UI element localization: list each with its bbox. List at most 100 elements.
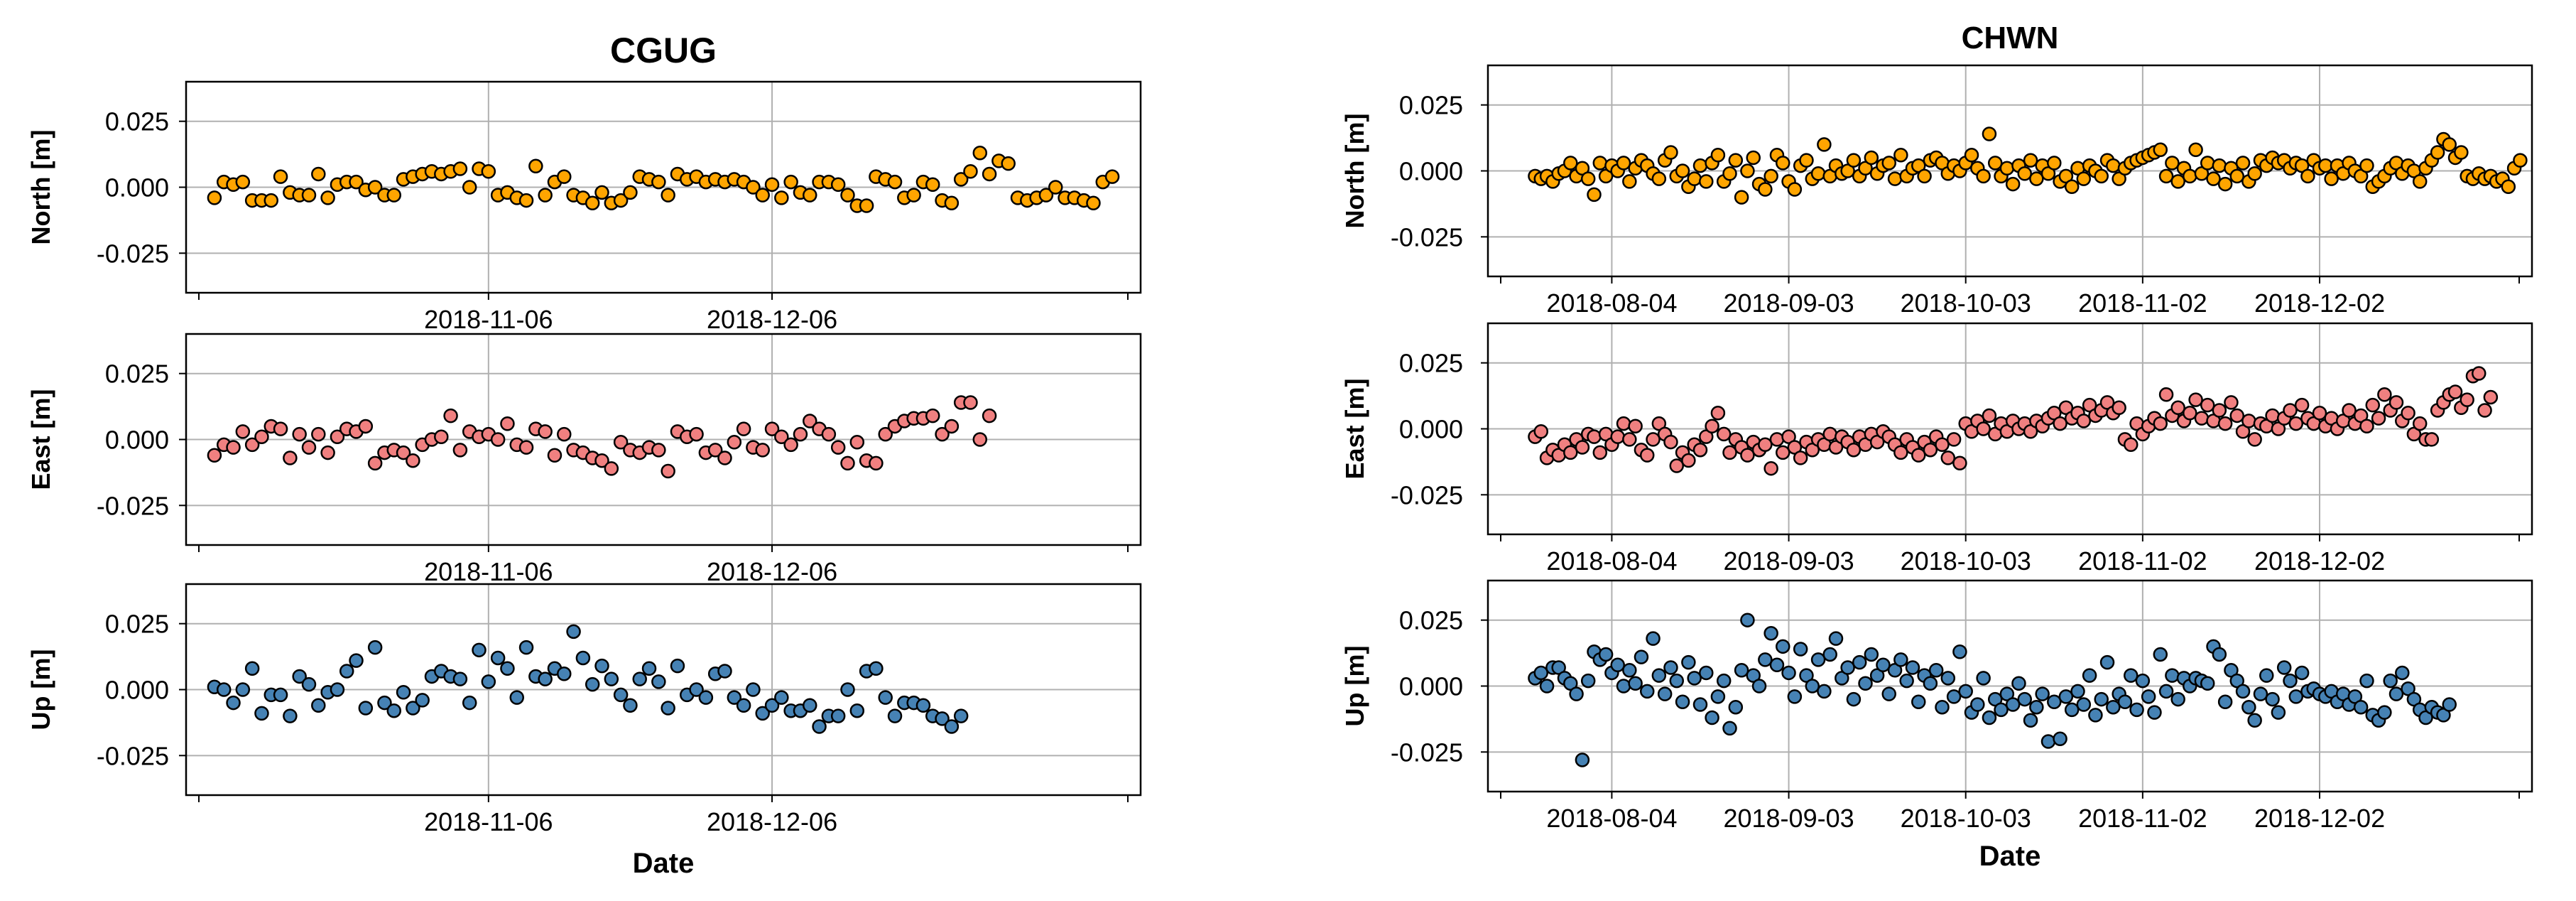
- data-point: [1716, 673, 1732, 689]
- data-point: [2501, 179, 2516, 195]
- data-point: [2401, 405, 2415, 421]
- data-point: [244, 437, 260, 453]
- data-point: [481, 163, 496, 179]
- data-point: [803, 698, 817, 713]
- data-point: [434, 429, 449, 445]
- data-point: [623, 185, 638, 200]
- x-tick-label: 2018-12-06: [707, 807, 837, 836]
- data-point: [2165, 668, 2180, 683]
- x-tick-label: 2018-11-02: [2078, 288, 2207, 318]
- data-point: [207, 448, 222, 463]
- data-point: [1728, 153, 1744, 168]
- data-point: [2153, 142, 2168, 158]
- data-point: [1746, 150, 1761, 166]
- data-point: [887, 174, 903, 190]
- data-point: [1810, 652, 1826, 667]
- data-point: [2235, 684, 2251, 699]
- data-point: [1728, 699, 1744, 715]
- data-point: [944, 419, 960, 434]
- data-point: [1758, 652, 1773, 667]
- data-point: [301, 440, 317, 455]
- data-point: [2170, 174, 2185, 189]
- y-axis-label: North [m]: [1340, 114, 1369, 229]
- data-point: [311, 166, 326, 182]
- data-point: [301, 676, 317, 692]
- data-point: [2454, 145, 2469, 160]
- data-point: [1716, 426, 1732, 442]
- data-point: [1982, 126, 1997, 141]
- data-point: [774, 190, 789, 205]
- data-point: [1999, 161, 2015, 176]
- data-point: [1976, 421, 1991, 436]
- data-point: [585, 195, 600, 211]
- data-point: [2188, 142, 2203, 158]
- data-point: [2082, 668, 2097, 683]
- data-point: [283, 708, 298, 723]
- data-point: [1533, 423, 1548, 439]
- x-tick-label: 2018-11-06: [424, 557, 553, 586]
- data-point: [878, 690, 893, 705]
- data-point: [717, 664, 732, 679]
- data-point: [2224, 395, 2239, 410]
- data-point: [462, 695, 477, 711]
- data-point: [661, 701, 675, 716]
- data-point: [396, 445, 411, 460]
- data-point: [774, 429, 789, 445]
- data-point: [2265, 691, 2280, 707]
- data-point: [2312, 405, 2327, 421]
- data-point: [1710, 147, 1726, 163]
- data-point: [2359, 419, 2374, 434]
- y-tick-label: -0.025: [1391, 738, 1463, 767]
- data-point: [1940, 671, 1956, 686]
- data-point: [518, 640, 534, 655]
- data-point: [613, 434, 629, 450]
- data-point: [2206, 171, 2221, 186]
- data-point: [2247, 166, 2262, 181]
- data-point: [604, 671, 619, 686]
- data-point: [2017, 691, 2033, 707]
- data-point: [2153, 647, 2168, 662]
- data-point: [2265, 408, 2280, 423]
- data-point: [396, 684, 411, 700]
- data-point: [273, 169, 288, 184]
- data-point: [1663, 145, 1678, 160]
- data-point: [1622, 662, 1637, 678]
- data-point: [1751, 679, 1767, 694]
- data-point: [1817, 684, 1832, 699]
- data-point: [1616, 156, 1631, 171]
- data-point: [1675, 163, 1690, 178]
- data-point: [2383, 673, 2398, 689]
- data-point: [2058, 689, 2074, 704]
- data-point: [2158, 168, 2174, 184]
- data-point: [613, 193, 629, 208]
- data-point: [623, 698, 638, 713]
- data-point: [518, 193, 534, 208]
- axes-frame: [1487, 579, 2533, 793]
- y-axis-label: Up [m]: [1340, 646, 1369, 727]
- data-point: [367, 640, 383, 655]
- data-point: [1038, 188, 1054, 203]
- data-point: [1628, 419, 1643, 434]
- data-point: [2300, 168, 2315, 184]
- data-point: [887, 708, 903, 723]
- data-point: [755, 188, 770, 203]
- y-tick-label: 0.000: [105, 173, 169, 203]
- data-point: [1994, 702, 2009, 718]
- data-point: [1923, 676, 1938, 691]
- data-point: [1846, 442, 1862, 458]
- data-point: [2076, 697, 2092, 712]
- data-point: [283, 450, 298, 465]
- data-point: [1580, 171, 1596, 186]
- data-point: [1769, 432, 1785, 447]
- data-point: [2112, 400, 2126, 416]
- data-point: [1663, 660, 1678, 675]
- data-point: [2029, 699, 2044, 715]
- data-point: [1646, 432, 1661, 447]
- data-point: [2342, 403, 2357, 418]
- data-point: [462, 180, 477, 195]
- data-point: [2271, 705, 2286, 720]
- panel-north: 0.025 0.000 -0.025 2018-11-06 2018-12-06 Nort…: [26, 80, 1142, 334]
- data-point: [311, 698, 326, 713]
- data-point: [273, 687, 288, 703]
- data-point: [736, 421, 751, 436]
